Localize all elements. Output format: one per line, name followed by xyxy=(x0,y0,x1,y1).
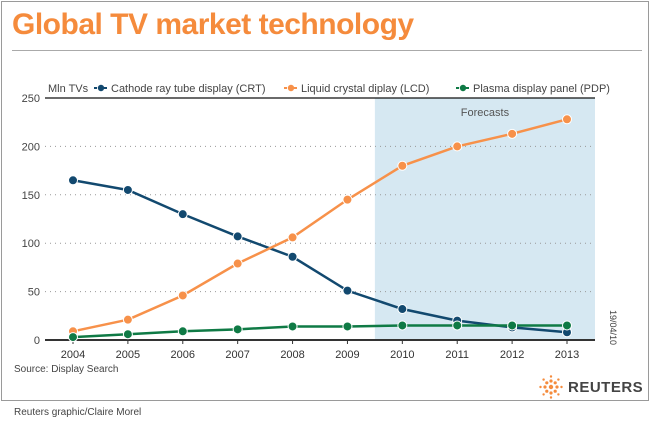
legend-label: Cathode ray tube display (CRT) xyxy=(111,83,265,95)
data-point xyxy=(397,304,408,315)
data-point xyxy=(452,141,463,152)
x-tick-label: 2008 xyxy=(280,349,304,361)
x-tick-label: 2007 xyxy=(225,349,249,361)
y-tick-label: 0 xyxy=(34,335,40,347)
data-point xyxy=(342,285,353,296)
data-point xyxy=(562,114,572,125)
legend-swatch-marker xyxy=(287,84,295,92)
x-tick-label: 2006 xyxy=(171,349,195,361)
x-tick-label: 2005 xyxy=(116,349,140,361)
data-point xyxy=(287,321,298,332)
x-tick-label: 2010 xyxy=(390,349,414,361)
data-point xyxy=(342,321,353,332)
credit-note: Reuters graphic/Claire Morel xyxy=(14,407,142,418)
legend-swatch-marker xyxy=(459,84,467,92)
data-point xyxy=(507,128,518,139)
y-tick-label: 150 xyxy=(22,190,40,202)
x-tick-label: 2009 xyxy=(335,349,359,361)
frame xyxy=(1,1,649,401)
data-point xyxy=(287,251,298,262)
data-point xyxy=(507,320,518,331)
data-point xyxy=(177,326,188,337)
chart-title: Global TV market technology xyxy=(12,8,414,41)
y-tick-label: 100 xyxy=(22,238,40,250)
legend-label: Plasma display panel (PDP) xyxy=(473,83,610,95)
x-tick-label: 2011 xyxy=(445,349,469,361)
x-tick-label: 2004 xyxy=(61,349,85,361)
source-note: Source: Display Search xyxy=(14,364,119,375)
x-tick-label: 2012 xyxy=(500,349,524,361)
legend-label: Liquid crystal diplay (LCD) xyxy=(301,83,429,95)
data-point xyxy=(562,320,572,331)
x-tick-label: 2013 xyxy=(555,349,579,361)
data-point xyxy=(452,320,463,331)
reuters-dots-icon xyxy=(539,375,563,399)
data-point xyxy=(177,209,188,220)
forecast-label: Forecasts xyxy=(461,107,510,119)
data-point xyxy=(122,184,133,195)
y-tick-label: 200 xyxy=(22,141,40,153)
title-divider xyxy=(12,50,642,51)
y-tick-label: 50 xyxy=(28,287,40,299)
forecast-band xyxy=(374,98,595,340)
data-point xyxy=(68,175,78,186)
logo-text: REUTERS xyxy=(568,378,644,396)
data-point xyxy=(122,329,133,340)
series-line xyxy=(72,324,567,339)
data-point xyxy=(232,231,243,242)
legend-swatch-marker xyxy=(97,84,105,92)
data-point xyxy=(232,258,243,269)
data-point xyxy=(122,314,133,325)
line-chart: Forecasts 0 50 100 150 200 250 2004 2005 2006 2007… xyxy=(22,83,610,361)
data-point xyxy=(287,232,298,243)
data-point xyxy=(342,194,353,205)
series-line xyxy=(72,118,568,333)
y-tick-label: 250 xyxy=(22,93,40,105)
data-point xyxy=(232,324,243,335)
data-point xyxy=(177,290,188,301)
reuters-logo: REUTERS xyxy=(538,374,643,400)
data-point xyxy=(397,320,408,331)
series-line xyxy=(72,179,568,334)
data-point xyxy=(68,332,78,343)
date-stamp: 19/04/10 xyxy=(608,310,618,346)
data-point xyxy=(397,160,408,171)
y-axis-label: Mln TVs xyxy=(48,83,89,95)
